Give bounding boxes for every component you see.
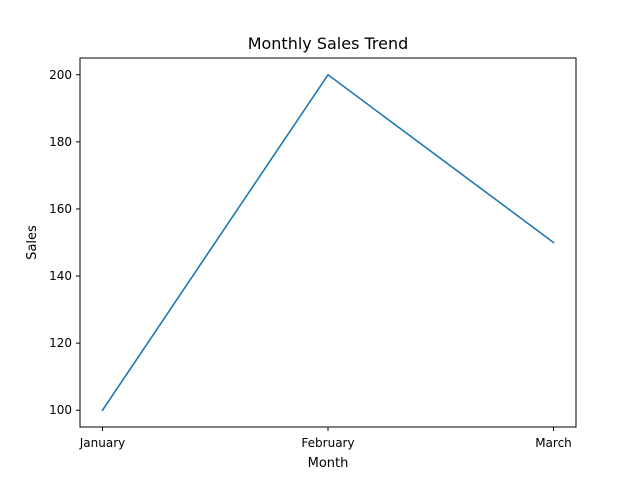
y-axis-label: Sales xyxy=(25,225,40,260)
x-tick-label: January xyxy=(79,436,126,450)
y-tick-label: 160 xyxy=(49,202,72,216)
y-tick-label: 180 xyxy=(49,135,72,149)
x-axis-label: Month xyxy=(308,456,349,471)
y-tick-label: 100 xyxy=(49,403,72,417)
y-tick-label: 200 xyxy=(49,68,72,82)
chart-title: Monthly Sales Trend xyxy=(248,34,409,53)
y-tick-label: 140 xyxy=(49,269,72,283)
y-axis-ticks: 100 120 140 160 180 200 xyxy=(49,68,80,417)
x-tick-label: February xyxy=(301,436,354,450)
series-layer xyxy=(101,73,555,412)
y-tick-label: 120 xyxy=(49,336,72,350)
x-axis-ticks: January February March xyxy=(79,427,572,450)
x-tick-label: March xyxy=(535,436,572,450)
sales-series-line xyxy=(101,73,555,412)
plot-area-frame xyxy=(79,57,577,428)
